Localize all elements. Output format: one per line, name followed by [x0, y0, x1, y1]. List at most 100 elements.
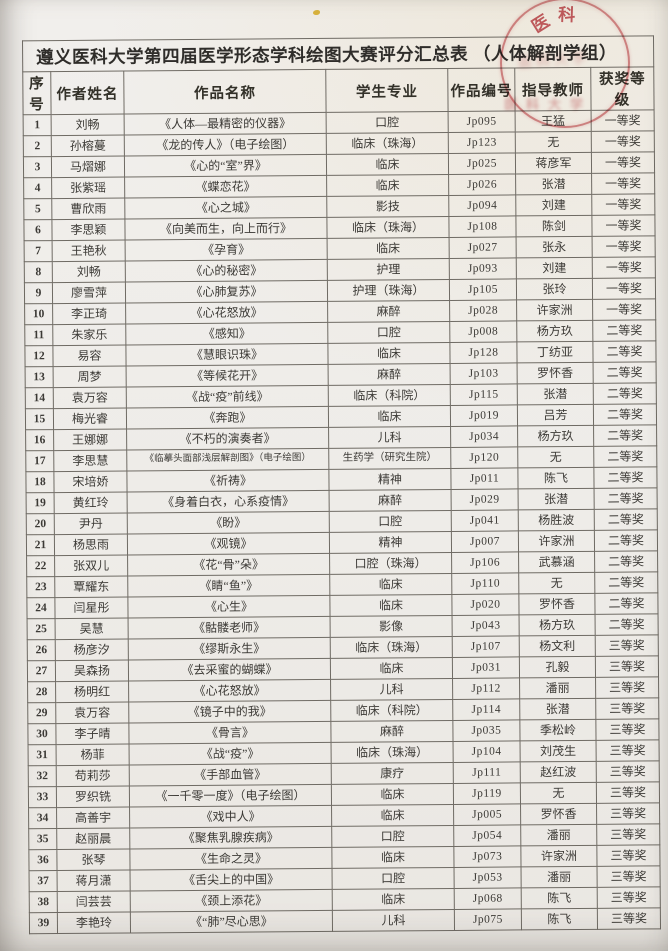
cell-teacher: 张潜 — [517, 383, 594, 405]
cell-teacher: 武慕涵 — [518, 551, 595, 573]
col-header-award: 获奖等级 — [590, 66, 655, 111]
score-table: 遵义医科大学第四届医学形态学科绘图大赛评分汇总表 （人体解剖学组） 序号 作者姓… — [22, 35, 661, 934]
cell-title: 《心生》 — [127, 595, 331, 618]
cell-major: 临床（科院） — [328, 384, 451, 407]
cell-author: 廖雪萍 — [52, 282, 126, 304]
cell-title: 《镜子中的我》 — [128, 700, 331, 723]
cell-code: Jp054 — [453, 824, 521, 847]
cell-code: Jp112 — [452, 677, 520, 700]
cell-index: 2 — [23, 135, 52, 157]
cell-code: Jp107 — [452, 635, 520, 658]
cell-title: 《心之城》 — [124, 196, 327, 220]
cell-code: Jp075 — [454, 908, 522, 931]
cell-award: 二等奖 — [593, 361, 657, 384]
cell-major: 儿科 — [330, 678, 453, 701]
cell-major: 口腔 — [327, 321, 450, 344]
cell-index: 8 — [24, 261, 53, 283]
cell-teacher: 杨胜波 — [518, 509, 595, 531]
cell-major: 麻醉 — [329, 489, 452, 512]
seal-arc-char: 科 — [557, 5, 576, 25]
cell-author: 马熠娜 — [51, 156, 125, 178]
cell-author: 刘畅 — [51, 114, 125, 136]
cell-title: 《颈上添花》 — [130, 889, 333, 912]
cell-teacher: 罗怀香 — [517, 362, 594, 384]
cell-major: 麻醉 — [327, 300, 450, 323]
cell-major: 康疗 — [331, 762, 454, 785]
seal-arc-char: 医 — [528, 11, 553, 37]
cell-index: 3 — [23, 156, 52, 178]
cell-author: 闫星彤 — [54, 596, 129, 619]
cell-teacher: 刘建 — [515, 194, 592, 216]
cell-title: 《龙的传人》（电子绘图） — [124, 133, 327, 157]
cell-award: 二等奖 — [593, 424, 657, 447]
cell-award: 三等奖 — [597, 865, 661, 888]
cell-code: Jp029 — [451, 488, 519, 511]
cell-code: Jp043 — [452, 614, 520, 637]
cell-author: 李子晴 — [55, 722, 130, 745]
cell-code: Jp068 — [454, 887, 522, 910]
col-header-title: 作品名称 — [123, 69, 327, 115]
cell-author: 刘畅 — [52, 261, 126, 283]
cell-major: 临床 — [331, 846, 455, 869]
cell-teacher: 杨文利 — [519, 635, 596, 657]
cell-title: 《心花怒放》 — [125, 301, 328, 325]
cell-award: 三等奖 — [595, 676, 659, 699]
col-header-major: 学生专业 — [325, 68, 449, 113]
cell-teacher: 杨方玖 — [519, 614, 596, 636]
col-header-code: 作品编号 — [447, 67, 516, 112]
cell-award: 二等奖 — [593, 466, 658, 489]
cell-award: 二等奖 — [593, 403, 657, 426]
cell-title: 《蝶恋花》 — [124, 175, 327, 199]
cell-award: 三等奖 — [596, 739, 660, 762]
cell-teacher: 无 — [518, 572, 595, 594]
cell-teacher: 吕芳 — [517, 404, 594, 426]
cell-author: 杨彦汐 — [55, 638, 129, 661]
cell-teacher: 无 — [520, 782, 597, 804]
cell-index: 28 — [27, 681, 56, 703]
cell-major: 影像 — [330, 615, 453, 638]
cell-index: 33 — [28, 786, 57, 808]
cell-index: 5 — [23, 198, 52, 220]
cell-major: 临床（珠海） — [326, 132, 449, 155]
cell-major: 临床 — [327, 237, 450, 260]
cell-index: 31 — [28, 744, 57, 766]
cell-major: 临床（珠海） — [330, 636, 453, 659]
cell-award: 二等奖 — [593, 445, 657, 468]
cell-title: 《战“疫”前线》 — [126, 385, 329, 409]
cell-author: 覃耀东 — [54, 576, 128, 598]
cell-teacher: 赵红波 — [520, 761, 597, 783]
cell-teacher: 蒋彦军 — [515, 152, 592, 174]
cell-index: 19 — [26, 492, 55, 514]
cell-major: 临床 — [329, 573, 452, 596]
cell-award: 二等奖 — [594, 487, 658, 510]
cell-award: 一等奖 — [591, 214, 656, 237]
cell-major: 影技 — [326, 195, 449, 218]
cell-index: 12 — [24, 345, 54, 367]
cell-index: 24 — [26, 597, 56, 619]
cell-code: Jp053 — [454, 866, 522, 889]
cell-title: 《花“骨”朵》 — [127, 553, 330, 577]
cell-title: 《舌尖上的中国》 — [130, 868, 333, 891]
cell-award: 三等奖 — [597, 886, 661, 909]
cell-major: 临床（珠海） — [331, 741, 454, 764]
cell-author: 杨菲 — [56, 743, 130, 766]
cell-award: 二等奖 — [594, 508, 658, 531]
cell-teacher: 张潜 — [519, 698, 596, 720]
cell-award: 三等奖 — [595, 718, 660, 741]
cell-teacher: 张玲 — [516, 278, 593, 300]
cell-code: Jp093 — [449, 257, 517, 280]
cell-title: 《生命之灵》 — [129, 847, 333, 870]
cell-author: 张双儿 — [54, 555, 128, 577]
cell-index: 16 — [25, 429, 54, 451]
cell-author: 吴森扬 — [55, 659, 129, 682]
cell-award: 三等奖 — [596, 802, 660, 825]
cell-author: 尹丹 — [54, 513, 128, 535]
cell-code: Jp007 — [451, 530, 519, 553]
cell-teacher: 无 — [517, 446, 594, 468]
cell-award: 一等奖 — [591, 193, 655, 216]
cell-major: 护理（珠海） — [327, 279, 450, 302]
cell-teacher: 孔毅 — [519, 656, 596, 678]
cell-code: Jp031 — [452, 656, 520, 679]
cell-index: 22 — [26, 555, 55, 577]
